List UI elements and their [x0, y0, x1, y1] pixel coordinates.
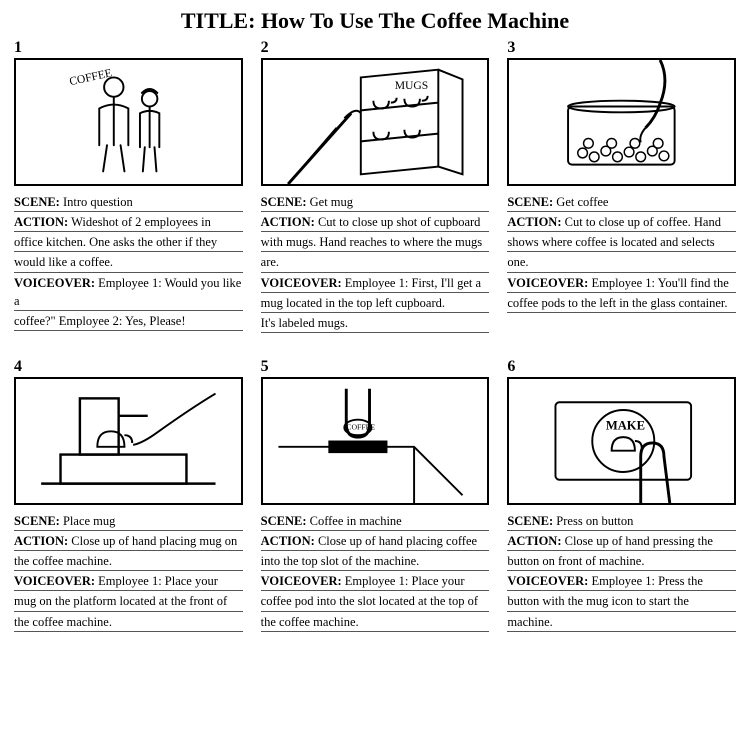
panel-frame: COFFEE	[261, 377, 490, 505]
panel-frame: MAKE	[507, 377, 736, 505]
panel-2: 2 MUGS SCENE: Get	[261, 40, 490, 333]
voiceover-text: mug located in the top left cupboard.	[261, 293, 490, 313]
action-text: into the top slot of the machine.	[261, 551, 490, 571]
sketch-cupboard: MUGS	[263, 60, 488, 184]
action-label: ACTION:	[261, 534, 315, 548]
voiceover-text: the coffee machine.	[14, 612, 243, 632]
panel-text: SCENE: Coffee in machine ACTION: Close u…	[261, 511, 490, 632]
action-text: Wideshot of 2 employees in	[71, 215, 211, 229]
sketch-machine-mug	[16, 379, 241, 503]
action-text: one.	[507, 252, 736, 272]
voiceover-text: Employee 1: Place your	[98, 574, 218, 588]
sketch-pod-slot: COFFEE	[263, 379, 488, 503]
panel-4: 4 SCENE: Place mug ACTION: Close up of h…	[14, 359, 243, 652]
panel-number: 2	[261, 40, 490, 56]
panel-1: 1 COFFEE SCENE: In	[14, 40, 243, 333]
voiceover-text: Employee 1: First, I'll get a	[345, 276, 481, 290]
action-label: ACTION:	[507, 534, 561, 548]
action-label: ACTION:	[14, 215, 68, 229]
panel-text: SCENE: Press on button ACTION: Close up …	[507, 511, 736, 632]
title-label: TITLE:	[181, 8, 256, 33]
scene-label: SCENE:	[14, 514, 60, 528]
action-text: Cut to close up of coffee. Hand	[565, 215, 721, 229]
panel-number: 6	[507, 359, 736, 375]
voiceover-text: the coffee machine.	[261, 612, 490, 632]
action-text: Close up of hand pressing the	[565, 534, 713, 548]
voiceover-label: VOICEOVER:	[507, 574, 588, 588]
action-label: ACTION:	[14, 534, 68, 548]
panel-text: SCENE: Get coffee ACTION: Cut to close u…	[507, 192, 736, 313]
panel-5: 5 COFFEE SCENE: Coffee in machine ACTION…	[261, 359, 490, 652]
panel-frame: MUGS	[261, 58, 490, 186]
action-text: the coffee machine.	[14, 551, 243, 571]
action-text: Close up of hand placing coffee	[318, 534, 477, 548]
pod-label: COFFEE	[346, 422, 375, 431]
storyboard-grid: 1 COFFEE SCENE: In	[14, 40, 736, 652]
panel-frame	[507, 58, 736, 186]
scene-text: Get coffee	[556, 195, 608, 209]
voiceover-label: VOICEOVER:	[14, 574, 95, 588]
panel-number: 4	[14, 359, 243, 375]
scene-text: Place mug	[63, 514, 115, 528]
scene-text: Press on button	[556, 514, 633, 528]
action-text: are.	[261, 252, 490, 272]
panel-number: 5	[261, 359, 490, 375]
voiceover-text: machine.	[507, 612, 736, 632]
action-label: ACTION:	[507, 215, 561, 229]
voiceover-label: VOICEOVER:	[261, 276, 342, 290]
sketch-two-people: COFFEE	[16, 60, 241, 184]
action-text: with mugs. Hand reaches to where the mug…	[261, 232, 490, 252]
voiceover-label: VOICEOVER:	[14, 276, 95, 290]
panel-frame: COFFEE	[14, 58, 243, 186]
action-text: would like a coffee.	[14, 252, 243, 272]
scene-label: SCENE:	[261, 195, 307, 209]
scene-label: SCENE:	[14, 195, 60, 209]
action-text: Cut to close up shot of cupboard	[318, 215, 480, 229]
page-title: TITLE: How To Use The Coffee Machine	[14, 8, 736, 34]
voiceover-text: Employee 1: You'll find the	[591, 276, 728, 290]
action-text: office kitchen. One asks the other if th…	[14, 232, 243, 252]
voiceover-text: mug on the platform located at the front…	[14, 591, 243, 611]
panel-3: 3 SCENE: Get coffee ACT	[507, 40, 736, 333]
scene-label: SCENE:	[261, 514, 307, 528]
voiceover-text: Employee 1: Place your	[345, 574, 465, 588]
panel-text: SCENE: Get mug ACTION: Cut to close up s…	[261, 192, 490, 333]
voiceover-label: VOICEOVER:	[261, 574, 342, 588]
scene-text: Intro question	[63, 195, 133, 209]
speech-text: COFFEE	[68, 66, 113, 88]
scene-label: SCENE:	[507, 514, 553, 528]
action-text: shows where coffee is located and select…	[507, 232, 736, 252]
scene-text: Coffee in machine	[310, 514, 402, 528]
voiceover-text: coffee?" Employee 2: Yes, Please!	[14, 311, 243, 331]
panel-number: 1	[14, 40, 243, 56]
title-text: How To Use The Coffee Machine	[261, 8, 569, 33]
panel-6: 6 MAKE SCENE: Press on button ACTION: Cl…	[507, 359, 736, 652]
panel-text: SCENE: Place mug ACTION: Close up of han…	[14, 511, 243, 632]
voiceover-label: VOICEOVER:	[507, 276, 588, 290]
voiceover-text: coffee pod into the slot located at the …	[261, 591, 490, 611]
panel-number: 3	[507, 40, 736, 56]
sketch-jar-hand	[509, 60, 734, 184]
sketch-button-press: MAKE	[509, 379, 734, 503]
voiceover-text: It's labeled mugs.	[261, 313, 490, 333]
voiceover-text: button with the mug icon to start the	[507, 591, 736, 611]
panel-text: SCENE: Intro question ACTION: Wideshot o…	[14, 192, 243, 331]
cupboard-label: MUGS	[394, 79, 428, 92]
action-text: Close up of hand placing mug on	[71, 534, 237, 548]
scene-label: SCENE:	[507, 195, 553, 209]
panel-frame	[14, 377, 243, 505]
action-label: ACTION:	[261, 215, 315, 229]
scene-text: Get mug	[310, 195, 353, 209]
action-text: button on front of machine.	[507, 551, 736, 571]
button-label: MAKE	[606, 418, 645, 432]
voiceover-text: coffee pods to the left in the glass con…	[507, 293, 736, 313]
voiceover-text: Employee 1: Press the	[591, 574, 702, 588]
